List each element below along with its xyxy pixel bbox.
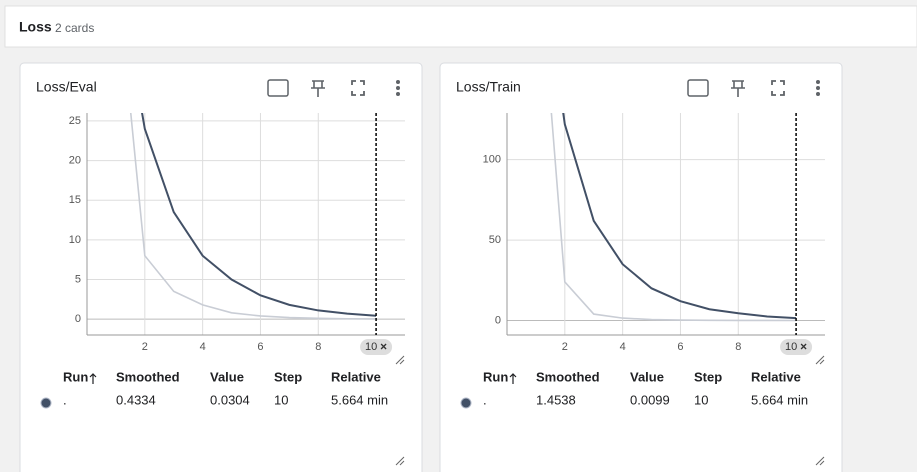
y-tick-label: 50 xyxy=(489,234,501,246)
resize-handle xyxy=(815,456,825,466)
resize-handle xyxy=(815,355,825,365)
run-color xyxy=(40,397,52,409)
more-button[interactable] xyxy=(816,92,820,96)
table-header: Smoothed xyxy=(536,369,600,384)
card-title: Loss/Eval xyxy=(36,79,97,95)
y-tick-label: 20 xyxy=(69,154,81,166)
y-tick-label: 0 xyxy=(495,314,501,326)
table-header: Step xyxy=(694,369,722,384)
more-button[interactable] xyxy=(396,80,400,84)
table-header: Step xyxy=(274,369,302,384)
table-header: Run xyxy=(483,369,508,384)
series-line xyxy=(129,113,377,320)
x-tick-label: 8 xyxy=(735,341,741,353)
y-tick-label: 25 xyxy=(69,115,81,127)
x-tick-label: 6 xyxy=(677,341,683,353)
resize-handle xyxy=(395,355,405,365)
fit-domain-button[interactable] xyxy=(267,79,289,97)
resize-handle xyxy=(395,456,405,466)
table-cell: 5.664 min xyxy=(751,392,808,407)
card-title: Loss/Train xyxy=(456,79,521,95)
pin-button[interactable] xyxy=(311,80,325,97)
sort-arrow xyxy=(509,373,517,384)
fullscreen-button[interactable] xyxy=(351,80,365,96)
step-marker-label: 10 xyxy=(365,341,377,353)
x-tick-label: 4 xyxy=(200,341,206,353)
more-button[interactable] xyxy=(816,86,820,90)
y-tick-label: 5 xyxy=(75,273,81,285)
step-chip-close[interactable] xyxy=(800,343,807,350)
table-header: Relative xyxy=(331,369,381,384)
y-tick-label: 15 xyxy=(69,194,81,206)
x-tick-label: 4 xyxy=(620,341,626,353)
header-bar xyxy=(4,5,917,48)
x-tick-label: 2 xyxy=(562,341,568,353)
table-cell: 0.0099 xyxy=(630,392,670,407)
more-button[interactable] xyxy=(396,92,400,96)
table-header: Smoothed xyxy=(116,369,180,384)
table-header: Run xyxy=(63,369,88,384)
more-button[interactable] xyxy=(816,80,820,84)
more-button[interactable] xyxy=(396,86,400,90)
table-cell: . xyxy=(63,392,67,407)
table-cell: 10 xyxy=(694,392,708,407)
step-chip xyxy=(780,339,813,355)
run-color xyxy=(460,397,472,409)
header-count: 2 cards xyxy=(55,21,94,35)
table-cell: 10 xyxy=(274,392,288,407)
fullscreen-button[interactable] xyxy=(771,80,785,96)
table-cell: 0.4334 xyxy=(116,392,156,407)
table-header: Value xyxy=(630,369,664,384)
series-line xyxy=(562,113,797,320)
y-tick-label: 10 xyxy=(69,234,81,246)
card xyxy=(439,62,843,472)
table-header: Relative xyxy=(751,369,801,384)
table-cell: 0.0304 xyxy=(210,392,250,407)
fit-domain-button[interactable] xyxy=(687,79,709,97)
pin-button[interactable] xyxy=(731,80,745,97)
x-tick-label: 8 xyxy=(315,341,321,353)
x-tick-label: 2 xyxy=(142,341,148,353)
table-cell: 5.664 min xyxy=(331,392,388,407)
step-chip-close[interactable] xyxy=(380,343,387,350)
y-tick-label: 100 xyxy=(483,154,501,166)
table-cell: . xyxy=(483,392,487,407)
table-cell: 1.4538 xyxy=(536,392,576,407)
series-line xyxy=(141,113,377,317)
card xyxy=(19,62,423,472)
header-title: Loss xyxy=(19,19,52,35)
series-line xyxy=(550,113,797,322)
table-header: Value xyxy=(210,369,244,384)
step-marker-label: 10 xyxy=(785,341,797,353)
y-tick-label: 0 xyxy=(75,313,81,325)
step-chip xyxy=(360,339,393,355)
sort-arrow xyxy=(89,373,97,384)
x-tick-label: 6 xyxy=(257,341,263,353)
